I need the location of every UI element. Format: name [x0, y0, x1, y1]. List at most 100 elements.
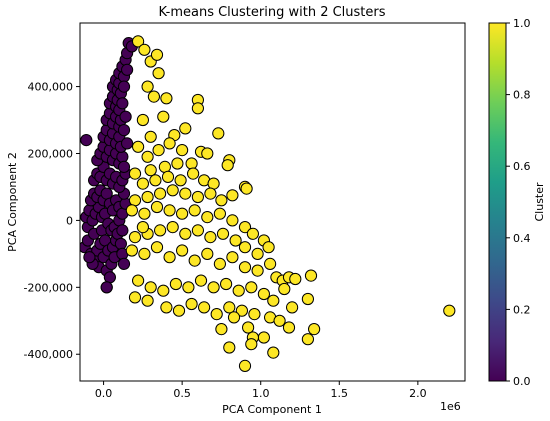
cluster-1-point [144, 164, 157, 177]
cluster-1-point [160, 92, 173, 105]
cluster-1-point [171, 157, 184, 170]
x-axis-label: PCA Component 1 [222, 403, 322, 416]
cluster-1-point [149, 174, 162, 187]
chart-title: K-means Clustering with 2 Clusters [158, 5, 385, 20]
cluster-1-point [150, 241, 164, 254]
cluster-1-point [163, 251, 176, 264]
cluster-1-point [158, 160, 171, 173]
cluster-0-point [100, 281, 113, 294]
cluster-1-point [201, 147, 214, 160]
y-tick-label: 200,000 [28, 147, 74, 160]
cluster-1-point [138, 43, 151, 56]
cluster-1-point [264, 257, 277, 270]
cluster-1-point [163, 204, 176, 217]
cluster-1-point [238, 221, 252, 234]
cluster-1-point [141, 190, 154, 204]
cluster-1-point [191, 102, 204, 115]
cluster-1-point [166, 184, 179, 197]
cluster-1-point [227, 311, 241, 324]
cluster-1-point [125, 204, 138, 217]
cluster-1-point [125, 244, 138, 257]
cluster-1-point [223, 301, 236, 314]
cluster-1-point [182, 281, 195, 294]
cluster-1-point [172, 304, 186, 317]
cluster-1-point [262, 241, 275, 254]
cluster-0-point [100, 187, 113, 200]
cluster-1-point [136, 221, 149, 234]
cluster-1-point [246, 227, 259, 240]
cluster-1-point [213, 207, 226, 220]
cluster-1-point [136, 177, 149, 190]
cluster-1-point [226, 189, 239, 202]
cluster-1-point [188, 254, 201, 267]
cluster-1-point [141, 150, 154, 163]
cluster-0-point [116, 224, 129, 237]
cluster-1-point [128, 194, 142, 207]
cluster-1-point [163, 137, 176, 150]
cluster-1-point [176, 144, 189, 157]
x-axis: 0.0 0.5 1.0 1.5 2.0 [95, 381, 427, 400]
plot-frame [79, 22, 466, 382]
cluster-0-point [117, 124, 131, 137]
y-axis: -400,000 -200,000 0 200,000 400,000 [24, 81, 80, 361]
cluster-1-point [210, 308, 223, 321]
cluster-1-point [141, 80, 154, 93]
cluster-0-point [103, 271, 117, 284]
cluster-1-point [176, 207, 189, 220]
cluster-0-point [80, 134, 93, 147]
cluster-1-point [154, 224, 167, 237]
cluster-1-point [245, 281, 258, 294]
cluster-1-point [204, 231, 217, 244]
cluster-1-point [152, 144, 165, 157]
colorbar-tick-label: 0.6 [513, 160, 531, 173]
cluster-1-point [215, 194, 228, 207]
cluster-1-point [157, 110, 170, 123]
cluster-1-point [242, 321, 255, 334]
cluster-1-point [201, 247, 214, 260]
y-tick-label: -200,000 [24, 281, 73, 294]
cluster-1-point [185, 157, 198, 170]
cluster-1-point [128, 291, 142, 304]
x-tick-label: 2.0 [409, 387, 427, 400]
cluster-1-point [185, 297, 198, 311]
cluster-1-point [301, 333, 314, 346]
cluster-1-point [198, 301, 211, 314]
cluster-1-point [166, 221, 179, 234]
cluster-1-point [128, 231, 142, 244]
cluster-1-point [138, 247, 151, 260]
x-tick-label: 1.0 [252, 387, 270, 400]
cluster-0-point [114, 237, 128, 250]
cluster-1-point [132, 140, 145, 153]
x-tick-label: 0.0 [95, 387, 113, 400]
cluster-1-point [174, 174, 187, 187]
cluster-1-point [240, 182, 253, 195]
cluster-1-point [144, 130, 157, 143]
colorbar-tick-label: 0.2 [513, 303, 531, 316]
cluster-1-point [138, 207, 151, 220]
cluster-1-point [169, 277, 182, 291]
cluster-1-point [257, 287, 270, 301]
cluster-1-point [201, 211, 214, 224]
colorbar-tick-label: 0.0 [513, 375, 531, 388]
x-axis-offset-text: 1e6 [440, 400, 461, 413]
cluster-1-point [132, 35, 145, 48]
cluster-1-point [188, 204, 201, 217]
cluster-1-point [179, 187, 192, 200]
cluster-1-point [308, 323, 321, 336]
cluster-1-point [132, 274, 145, 287]
cluster-1-point [216, 227, 230, 240]
plot-area [80, 35, 456, 372]
cluster-0-point [117, 257, 131, 270]
cluster-1-point [267, 346, 280, 359]
cluster-1-point [221, 159, 234, 172]
cluster-1-point [232, 284, 245, 297]
cluster-1-point [282, 321, 296, 334]
cluster-1-point [147, 90, 160, 103]
cluster-1-point [150, 200, 164, 214]
cluster-0-point [119, 110, 132, 123]
cluster-1-point [226, 214, 239, 227]
cluster-1-point [220, 277, 233, 291]
colorbar-tick-label: 0.4 [513, 232, 531, 245]
cluster-0-point [117, 160, 131, 173]
